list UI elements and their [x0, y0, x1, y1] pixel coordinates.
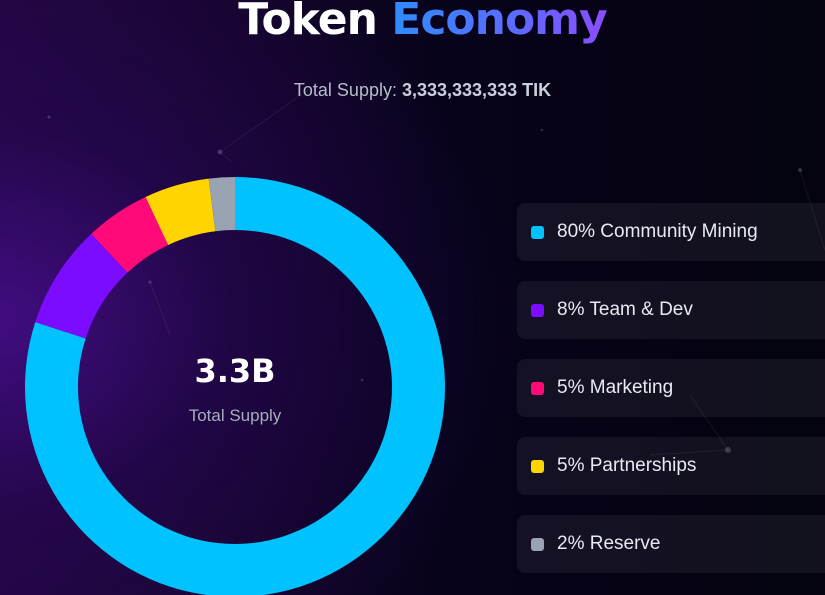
- legend-swatch: [531, 225, 544, 239]
- title-word-token: Token: [238, 0, 378, 45]
- donut-slice-partnerships: [145, 178, 216, 245]
- total-supply-value: 3,333,333,333 TIK: [401, 80, 552, 100]
- legend-swatch: [531, 381, 544, 395]
- donut-slice-reserve: [208, 177, 235, 232]
- legend-item-community-mining: 80% Community Mining: [517, 203, 825, 261]
- legend-item-partnerships: 5% Partnerships: [517, 437, 825, 495]
- donut-center-value: 3.3B: [194, 352, 276, 390]
- legend-swatch: [531, 459, 544, 473]
- donut-center-label: Total Supply: [188, 406, 282, 425]
- allocation-donut-chart: 3.3B Total Supply: [25, 177, 445, 595]
- donut-slice-team-dev: [35, 233, 128, 339]
- total-supply-line: Total Supply: 3,333,333,333 TIK: [0, 80, 825, 101]
- legend-label: 80% Community Mining: [557, 221, 758, 242]
- legend-item-team-dev: 8% Team & Dev: [517, 281, 825, 339]
- legend-swatch: [531, 537, 544, 551]
- legend-swatch: [531, 303, 544, 317]
- legend-label: 8% Team & Dev: [557, 299, 693, 320]
- legend-label: 5% Marketing: [557, 377, 674, 398]
- legend-item-reserve: 2% Reserve: [517, 515, 825, 573]
- title-word-economy: Economy: [391, 0, 607, 45]
- donut-svg: [25, 177, 445, 595]
- donut-slice-marketing: [91, 196, 169, 273]
- legend-label: 2% Reserve: [557, 533, 661, 554]
- total-supply-label: Total Supply:: [293, 80, 397, 100]
- legend-label: 5% Partnerships: [557, 455, 697, 476]
- legend-item-marketing: 5% Marketing: [517, 359, 825, 417]
- allocation-legend: 80% Community Mining 8% Team & Dev 5% Ma…: [517, 203, 825, 593]
- page-title: Token Economy: [0, 0, 825, 46]
